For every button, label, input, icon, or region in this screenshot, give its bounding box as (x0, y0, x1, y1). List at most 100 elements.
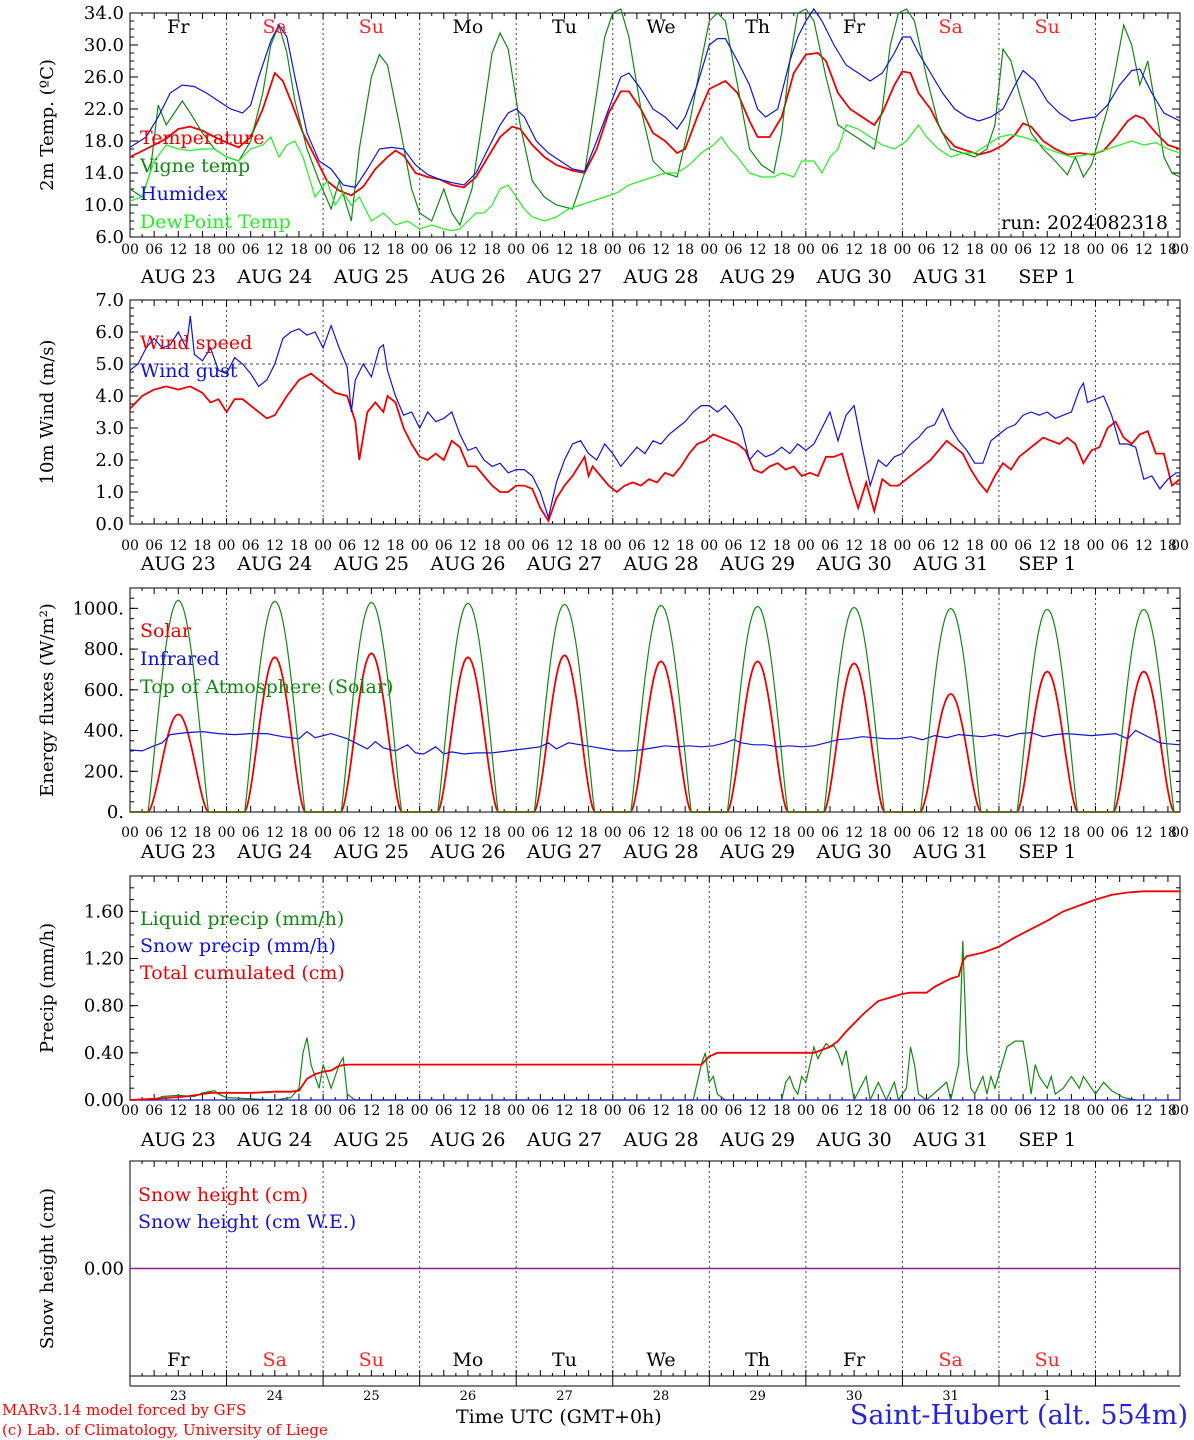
legend-entry: Snow precip (mm/h) (140, 935, 336, 957)
date-label: AUG 28 (622, 553, 698, 575)
hour-tick-label: 12 (749, 242, 767, 258)
y-axis-title: Energy fluxes (W/m²) (37, 603, 58, 797)
hour-tick-label: 06 (628, 1103, 646, 1119)
date-label: SEP 1 (1018, 266, 1076, 288)
legend-entry: Wind gust (140, 360, 238, 382)
hour-tick-label: 00 (1087, 538, 1105, 554)
hour-tick-label: 06 (435, 825, 453, 841)
hour-tick-label: 06 (242, 242, 260, 258)
date-label: AUG 29 (719, 553, 795, 575)
hour-tick-label: 12 (266, 1103, 284, 1119)
y-tick-label: 400. (84, 721, 124, 742)
hour-tick-label: 00 (1171, 242, 1189, 258)
hour-tick-label: 12 (942, 1103, 960, 1119)
hour-tick-label: 12 (1038, 1103, 1056, 1119)
hour-tick-label: 06 (821, 825, 839, 841)
date-label: AUG 30 (816, 266, 892, 288)
hour-tick-label: 12 (845, 538, 863, 554)
hour-tick-label: 18 (1159, 825, 1177, 841)
date-label: AUG 28 (622, 841, 698, 863)
hour-tick-label: 00 (121, 1103, 139, 1119)
date-label: AUG 30 (816, 1129, 892, 1151)
date-label: AUG 26 (429, 841, 505, 863)
hour-tick-label: 18 (1062, 242, 1080, 258)
hour-tick-label: 18 (869, 825, 887, 841)
hour-tick-label: 00 (1087, 242, 1105, 258)
panel-frame (129, 299, 1181, 525)
hour-tick-label: 06 (242, 825, 260, 841)
hour-tick-label: 06 (531, 1103, 549, 1119)
hour-tick-label: 12 (845, 1103, 863, 1119)
y-tick-label: 30.0 (84, 35, 124, 56)
hour-tick-label: 00 (1087, 1103, 1105, 1119)
day-number: 26 (460, 1389, 477, 1404)
hour-tick-label: 12 (362, 825, 380, 841)
legend-entry: Wind speed (140, 332, 252, 354)
legend-entry: Top of Atmosphere (Solar) (140, 676, 393, 698)
hour-tick-label: 12 (362, 1103, 380, 1119)
hour-tick-label: 00 (797, 825, 815, 841)
series-line (129, 7, 1181, 189)
hour-tick-label: 00 (604, 538, 622, 554)
hour-tick-label: 06 (145, 1103, 163, 1119)
hour-tick-label: 06 (435, 242, 453, 258)
date-label: AUG 27 (526, 841, 602, 863)
hour-tick-label: 06 (1111, 1103, 1129, 1119)
date-label: AUG 25 (333, 553, 409, 575)
y-tick-label: 3.0 (95, 418, 124, 439)
date-label: AUG 25 (333, 266, 409, 288)
hour-tick-label: 00 (797, 1103, 815, 1119)
y-axis-title: Snow height (cm) (37, 1188, 58, 1349)
legend-entry: Solar (140, 620, 192, 642)
hour-tick-label: 00 (990, 825, 1008, 841)
hour-tick-label: 18 (290, 538, 308, 554)
date-label: AUG 24 (236, 841, 312, 863)
hour-tick-label: 18 (290, 1103, 308, 1119)
date-label: AUG 30 (816, 553, 892, 575)
y-tick-label: 200. (84, 761, 124, 782)
hour-tick-label: 18 (966, 538, 984, 554)
series-line (129, 52, 1181, 197)
y-tick-label: 1.0 (95, 482, 124, 503)
hour-tick-label: 06 (145, 825, 163, 841)
hour-tick-label: 12 (1135, 242, 1153, 258)
y-tick-label: 14.0 (84, 163, 124, 184)
hour-tick-label: 06 (1111, 538, 1129, 554)
hour-tick-label: 18 (483, 538, 501, 554)
hour-tick-label: 12 (1038, 538, 1056, 554)
hour-tick-label: 12 (749, 538, 767, 554)
hour-tick-label: 00 (700, 1103, 718, 1119)
hour-tick-label: 12 (459, 242, 477, 258)
hour-tick-label: 18 (483, 242, 501, 258)
date-label: SEP 1 (1018, 1129, 1076, 1151)
series-line (130, 599, 1180, 813)
hour-tick-label: 18 (676, 1103, 694, 1119)
legend-entry: Total cumulated (cm) (140, 962, 345, 984)
hour-tick-label: 00 (700, 242, 718, 258)
hour-tick-label: 00 (893, 242, 911, 258)
hour-tick-label: 00 (314, 242, 332, 258)
hour-tick-label: 00 (314, 1103, 332, 1119)
hour-tick-label: 06 (1111, 242, 1129, 258)
hour-tick-label: 12 (652, 538, 670, 554)
hour-tick-label: 00 (218, 1103, 236, 1119)
day-name-bottom: Su (359, 1349, 384, 1371)
hour-tick-label: 18 (676, 538, 694, 554)
hour-tick-label: 06 (918, 825, 936, 841)
day-number: 23 (170, 1389, 187, 1404)
hour-tick-label: 00 (411, 538, 429, 554)
legend-entry: DewPoint Temp (140, 211, 291, 233)
hour-tick-label: 18 (1159, 1103, 1177, 1119)
hour-tick-label: 18 (676, 825, 694, 841)
date-label: AUG 26 (429, 266, 505, 288)
y-axis-title: 2m Temp. (ºC) (37, 59, 58, 191)
series-line (129, 729, 1181, 755)
day-name-top: We (646, 16, 675, 38)
hour-tick-label: 06 (338, 1103, 356, 1119)
hour-tick-label: 12 (942, 242, 960, 258)
y-tick-label: 34.0 (84, 3, 124, 24)
hour-tick-label: 06 (531, 538, 549, 554)
date-label: AUG 23 (140, 1129, 216, 1151)
hour-tick-label: 00 (604, 825, 622, 841)
